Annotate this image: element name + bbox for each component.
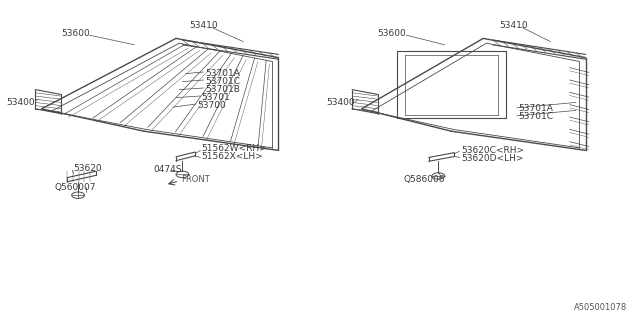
Text: 53410: 53410 [189, 21, 218, 30]
Text: Q586006: Q586006 [403, 175, 445, 184]
Text: 53701B: 53701B [205, 85, 239, 94]
Text: 51562X<LH>: 51562X<LH> [202, 152, 263, 161]
Text: 53600: 53600 [378, 29, 406, 38]
Text: 53620D<LH>: 53620D<LH> [461, 154, 524, 163]
Text: 51562W<RH>: 51562W<RH> [202, 144, 268, 153]
Text: 53701A: 53701A [518, 104, 553, 113]
Text: 53701A: 53701A [205, 69, 239, 78]
Text: 53400: 53400 [6, 98, 35, 107]
Text: A505001078: A505001078 [574, 303, 627, 312]
Text: 53620: 53620 [74, 164, 102, 173]
Text: 53701C: 53701C [205, 77, 240, 86]
Text: 53700: 53700 [197, 101, 226, 110]
Text: 53600: 53600 [61, 29, 90, 38]
Text: Q560007: Q560007 [54, 183, 96, 192]
Text: 53410: 53410 [499, 21, 528, 30]
Text: 53701: 53701 [202, 93, 230, 102]
Text: 0474S: 0474S [154, 165, 182, 174]
Text: 53701C: 53701C [518, 112, 554, 121]
Text: FRONT: FRONT [181, 175, 210, 184]
Text: 53620C<RH>: 53620C<RH> [461, 146, 524, 155]
Text: 53400: 53400 [326, 98, 355, 107]
